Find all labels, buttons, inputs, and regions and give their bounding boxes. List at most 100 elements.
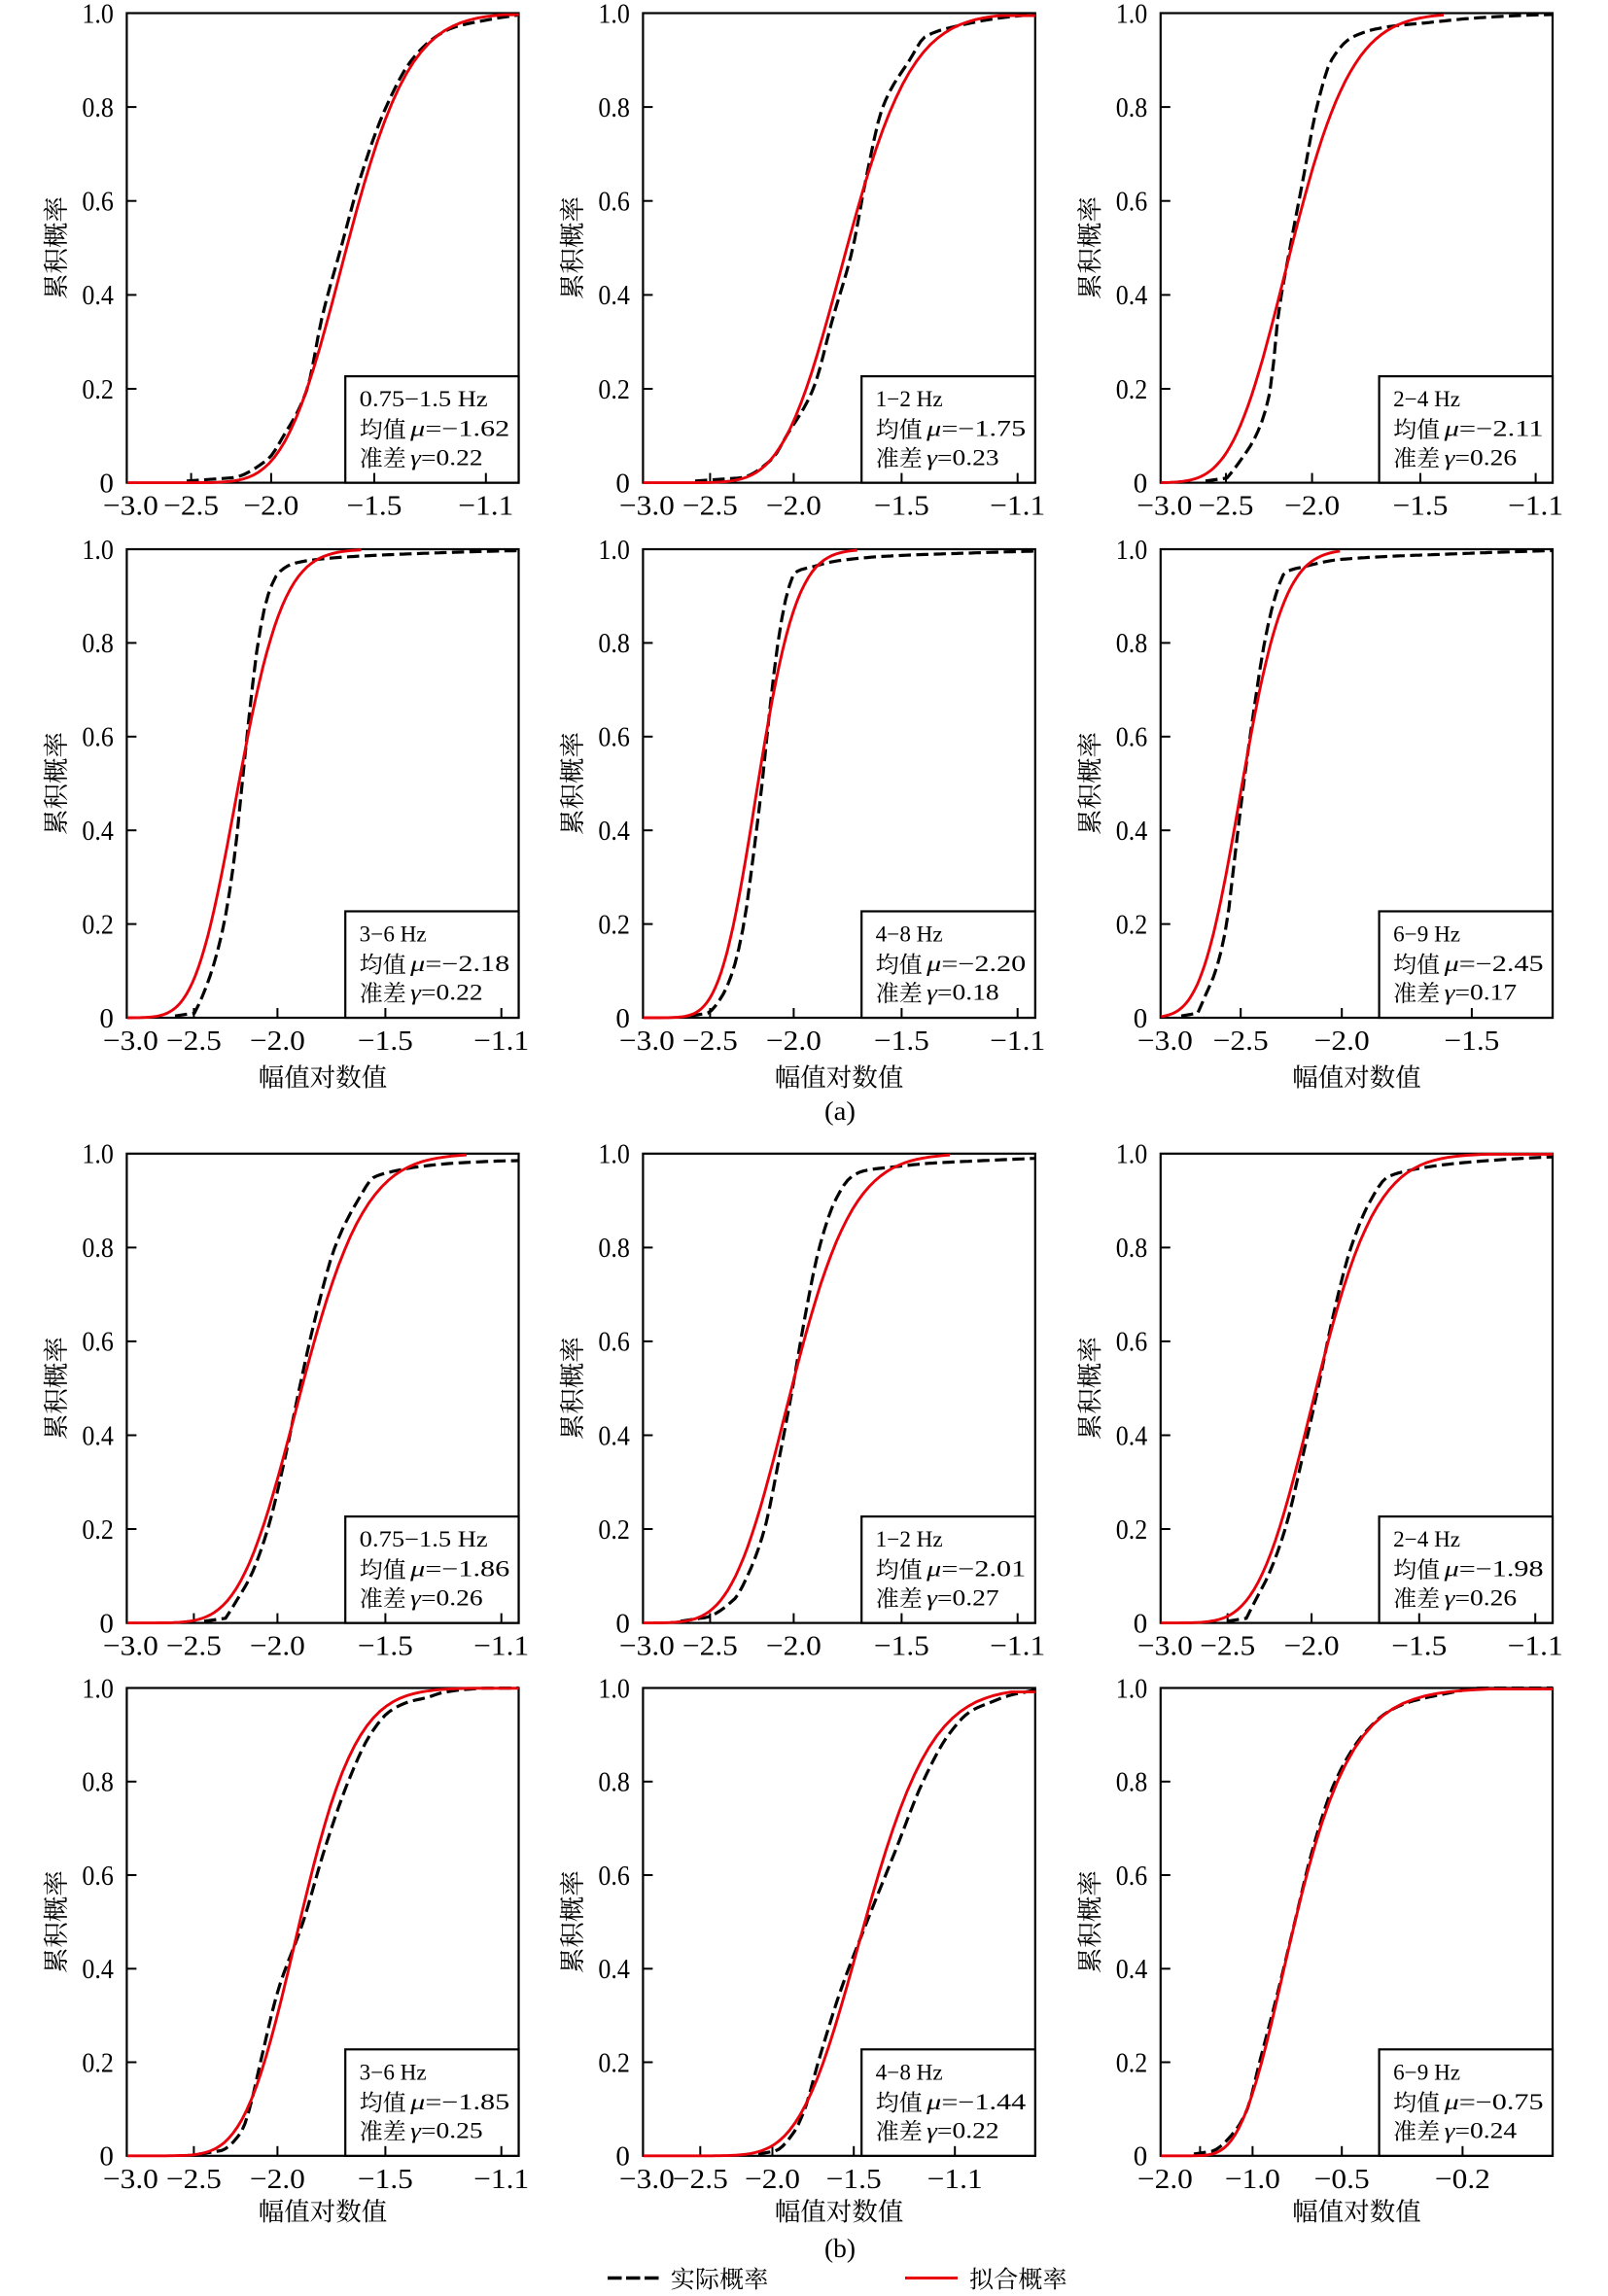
svg-text:γ=0.22: γ=0.22 — [926, 2119, 999, 2143]
svg-text:0: 0 — [615, 1608, 630, 1639]
svg-text:μ=−1.44: μ =−1.44 — [926, 2090, 1027, 2114]
svg-text:γ=0.26: γ=0.26 — [410, 1585, 483, 1610]
svg-text:0.4: 0.4 — [82, 1420, 114, 1451]
svg-text:−2.0: −2.0 — [250, 2164, 305, 2195]
svg-text:−3.0: −3.0 — [619, 1631, 675, 1662]
svg-text:1.0: 1.0 — [598, 1673, 630, 1704]
svg-text:−2.0: −2.0 — [766, 1631, 821, 1662]
svg-text:−2.5: −2.5 — [1213, 1026, 1269, 1057]
svg-text:0.2: 0.2 — [1116, 1514, 1148, 1546]
svg-text:1.0: 1.0 — [82, 0, 114, 29]
svg-text:γ=0.24: γ=0.24 — [1445, 2119, 1518, 2143]
svg-text:0.8: 0.8 — [1116, 628, 1148, 659]
svg-text:0.2: 0.2 — [598, 2047, 630, 2078]
svg-text:0.6: 0.6 — [598, 1861, 630, 1892]
svg-text:γ=0.26: γ=0.26 — [1445, 445, 1518, 470]
svg-text:3−6 Hz: 3−6 Hz — [360, 922, 427, 947]
svg-text:0.2: 0.2 — [598, 1514, 630, 1546]
svg-text:0.8: 0.8 — [1116, 1233, 1148, 1264]
svg-text:0.2: 0.2 — [1116, 909, 1148, 940]
svg-text:γ=0.18: γ=0.18 — [926, 981, 999, 1005]
svg-text:0.8: 0.8 — [598, 1233, 630, 1264]
svg-text:0.8: 0.8 — [82, 1767, 114, 1798]
svg-text:−3.0: −3.0 — [103, 491, 158, 522]
svg-text:6−9 Hz: 6−9 Hz — [1393, 922, 1460, 947]
svg-text:0.8: 0.8 — [1116, 1767, 1148, 1798]
svg-text:0: 0 — [615, 1003, 630, 1034]
svg-text:0.75−1.5 Hz: 0.75−1.5 Hz — [360, 387, 488, 411]
svg-text:−3.0: −3.0 — [1137, 1631, 1193, 1662]
svg-text:γ=0.26: γ=0.26 — [1445, 1585, 1518, 1610]
svg-text:−2.5: −2.5 — [682, 491, 738, 522]
svg-text:0.8: 0.8 — [598, 92, 630, 123]
svg-text:0.4: 0.4 — [82, 1954, 114, 1985]
svg-text:4−8 Hz: 4−8 Hz — [876, 922, 943, 947]
svg-text:μ=−1.85: μ =−1.85 — [409, 2090, 509, 2114]
svg-text:−0.5: −0.5 — [1314, 2164, 1370, 2195]
svg-text:4−8 Hz: 4−8 Hz — [876, 2060, 943, 2084]
svg-text:μ=−2.45: μ =−2.45 — [1443, 952, 1543, 976]
svg-text:0.4: 0.4 — [82, 816, 114, 847]
svg-text:−1.1: −1.1 — [990, 1026, 1045, 1057]
svg-text:−2.5: −2.5 — [673, 2164, 728, 2195]
svg-text:0: 0 — [615, 468, 630, 499]
svg-text:0.2: 0.2 — [1116, 374, 1148, 405]
svg-text:0.2: 0.2 — [82, 374, 114, 405]
svg-text:−1.1: −1.1 — [473, 2164, 529, 2195]
svg-text:1.0: 1.0 — [1116, 535, 1148, 566]
svg-text:0.2: 0.2 — [82, 909, 114, 940]
svg-text:γ=0.22: γ=0.22 — [410, 445, 483, 470]
svg-text:−2.0: −2.0 — [766, 491, 821, 522]
svg-text:1.0: 1.0 — [598, 535, 630, 566]
svg-text:−3.0: −3.0 — [103, 1026, 158, 1057]
svg-text:−2.5: −2.5 — [166, 1026, 222, 1057]
svg-text:γ=0.25: γ=0.25 — [410, 2119, 483, 2143]
svg-text:0: 0 — [99, 1003, 114, 1034]
svg-text:0.6: 0.6 — [82, 187, 114, 218]
svg-text:−1.1: −1.1 — [1508, 491, 1563, 522]
svg-text:0: 0 — [1134, 2141, 1148, 2173]
svg-text:−1.1: −1.1 — [473, 1631, 529, 1662]
svg-text:−2.5: −2.5 — [682, 1026, 738, 1057]
svg-text:−1.5: −1.5 — [358, 1026, 413, 1057]
svg-text:0: 0 — [615, 2141, 630, 2173]
svg-text:γ=0.17: γ=0.17 — [1445, 981, 1518, 1005]
svg-text:0.6: 0.6 — [82, 722, 114, 753]
svg-text:−1.5: −1.5 — [874, 1026, 929, 1057]
svg-text:0.8: 0.8 — [82, 92, 114, 123]
svg-text:2−4 Hz: 2−4 Hz — [1393, 387, 1460, 411]
svg-text:0.4: 0.4 — [598, 280, 630, 311]
svg-text:0.4: 0.4 — [82, 280, 114, 311]
svg-text:γ=0.22: γ=0.22 — [410, 981, 483, 1005]
svg-text:0.2: 0.2 — [1116, 2047, 1148, 2078]
svg-text:−2.0: −2.0 — [1284, 491, 1340, 522]
svg-text:0.6: 0.6 — [1116, 1327, 1148, 1358]
svg-text:μ=−1.86: μ =−1.86 — [409, 1557, 509, 1582]
svg-text:−1.5: −1.5 — [1393, 491, 1449, 522]
svg-text:0.2: 0.2 — [598, 374, 630, 405]
svg-text:0.6: 0.6 — [1116, 187, 1148, 218]
svg-text:(a): (a) — [824, 1096, 856, 1126]
svg-text:−2.5: −2.5 — [682, 1631, 738, 1662]
svg-text:−3.0: −3.0 — [103, 1631, 158, 1662]
svg-text:2−4 Hz: 2−4 Hz — [1393, 1527, 1460, 1551]
svg-text:6−9 Hz: 6−9 Hz — [1393, 2060, 1460, 2084]
svg-text:0: 0 — [99, 1608, 114, 1639]
svg-text:−2.0: −2.0 — [1137, 2164, 1193, 2195]
svg-text:−2.0: −2.0 — [766, 1026, 821, 1057]
svg-text:μ=−2.11: μ =−2.11 — [1443, 417, 1543, 441]
svg-text:−0.2: −0.2 — [1435, 2164, 1490, 2195]
svg-text:−1.0: −1.0 — [1225, 2164, 1280, 2195]
svg-text:0.2: 0.2 — [82, 2047, 114, 2078]
svg-text:0: 0 — [99, 2141, 114, 2173]
svg-text:μ=−2.01: μ =−2.01 — [926, 1557, 1026, 1582]
svg-text:−3.0: −3.0 — [619, 2164, 675, 2195]
svg-text:−2.0: −2.0 — [243, 491, 298, 522]
svg-text:μ=−2.20: μ =−2.20 — [926, 952, 1026, 976]
svg-text:0.2: 0.2 — [82, 1514, 114, 1546]
svg-text:−1.5: −1.5 — [347, 491, 402, 522]
svg-text:3−6 Hz: 3−6 Hz — [360, 2060, 427, 2084]
svg-text:−1.5: −1.5 — [358, 2164, 413, 2195]
svg-text:γ=0.27: γ=0.27 — [926, 1585, 999, 1610]
svg-text:0.4: 0.4 — [1116, 1954, 1148, 1985]
